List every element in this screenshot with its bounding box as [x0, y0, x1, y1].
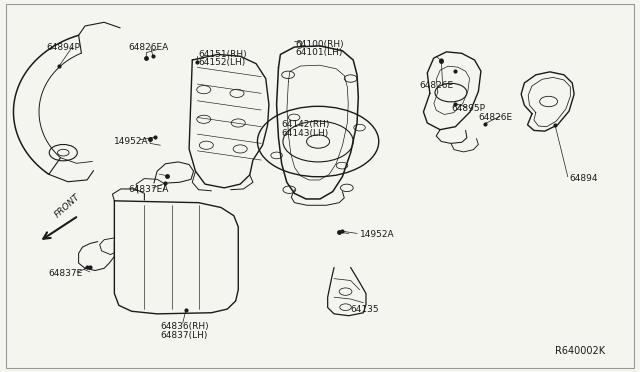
- Text: 64837E: 64837E: [49, 269, 83, 278]
- Text: 64101(LH): 64101(LH): [296, 48, 343, 57]
- Text: FRONT: FRONT: [53, 192, 82, 219]
- Text: 14952A: 14952A: [115, 137, 149, 146]
- Text: R640002K: R640002K: [555, 346, 605, 356]
- Text: 64836(RH): 64836(RH): [161, 322, 209, 331]
- Text: 64826E: 64826E: [419, 81, 453, 90]
- Text: 64895P: 64895P: [451, 104, 485, 113]
- Text: 64135: 64135: [351, 305, 380, 314]
- Text: 64837(LH): 64837(LH): [161, 331, 208, 340]
- Text: 64837EA: 64837EA: [129, 185, 169, 194]
- Text: 64151(RH): 64151(RH): [198, 50, 247, 59]
- Text: 64100(RH): 64100(RH): [296, 40, 344, 49]
- Text: 14952A: 14952A: [360, 230, 394, 240]
- Text: 64894: 64894: [569, 174, 598, 183]
- Text: 64826EA: 64826EA: [129, 42, 169, 51]
- Text: 64894P: 64894P: [47, 42, 81, 51]
- Text: 64152(LH): 64152(LH): [198, 58, 246, 67]
- Text: 64143(LH): 64143(LH): [282, 129, 329, 138]
- Text: 64142(RH): 64142(RH): [282, 121, 330, 129]
- Text: 64826E: 64826E: [478, 113, 513, 122]
